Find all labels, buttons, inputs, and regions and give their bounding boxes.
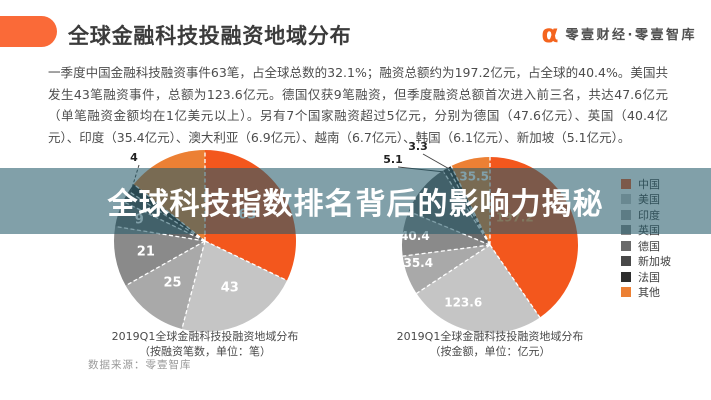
pie-slice-separator	[125, 240, 206, 287]
pie-0-slice-1	[181, 241, 287, 332]
page-title: 全球金融科技投融资地域分布	[68, 24, 352, 48]
brand-logo: α 零壹财经·零壹智库	[541, 21, 697, 46]
legend-label: 其他	[638, 286, 660, 300]
pie-label-leader-line	[422, 153, 452, 171]
01caijing-logo-icon: α	[541, 19, 559, 48]
pie-slice-separator	[489, 244, 541, 318]
source-note: 数据来源：零壹智库	[88, 359, 192, 371]
left-pie-caption-subtitle: （按融资笔数，单位：笔）	[139, 344, 271, 358]
pie-value-label: 123.6	[444, 295, 482, 309]
pie-slice-separator	[181, 240, 206, 330]
right-pie-caption-title: 2019Q1全球金融科技投融资地域分布	[396, 330, 584, 343]
headline-overlay-band: 全球科技指数排名背后的影响力揭秘	[0, 168, 711, 234]
legend-label: 新加坡	[638, 255, 671, 269]
pie-0-slice-3	[114, 226, 205, 286]
pie-value-label: 35.4	[403, 256, 433, 270]
right-pie-caption-subtitle: （按金额，单位：亿元）	[429, 344, 551, 358]
pie-0-slice-2	[125, 241, 205, 330]
brand-logo-text: 零壹财经·零壹智库	[565, 28, 697, 43]
pie-value-label: 25	[163, 276, 181, 291]
pie-outside-label: 4	[130, 151, 138, 164]
legend-item: 德国	[621, 238, 671, 254]
left-pie-caption-title: 2019Q1全球金融科技投融资地域分布	[111, 330, 299, 343]
pie-outside-label: 5.1	[383, 153, 403, 166]
pie-1-slice-2	[402, 245, 490, 294]
title-accent-pill	[0, 16, 57, 47]
legend-swatch	[621, 287, 631, 298]
legend-label: 法国	[638, 270, 660, 284]
legend-item: 其他	[621, 285, 671, 301]
legend-item: 新加坡	[621, 254, 671, 270]
left-pie-caption: 2019Q1全球金融科技投融资地域分布 （按融资笔数，单位：笔）	[60, 330, 350, 359]
headline-overlay-text: 全球科技指数排名背后的影响力揭秘	[107, 187, 604, 222]
summary-paragraph: 一季度中国金融科技融资事件63笔，占全球总数的32.1%；融资总额约为197.2…	[48, 65, 668, 145]
legend-swatch	[621, 256, 631, 267]
pie-value-label: 21	[137, 244, 155, 259]
pie-slice-separator	[204, 240, 288, 282]
pie-slice-separator	[416, 244, 491, 294]
legend-item: 法国	[621, 269, 671, 285]
legend-swatch	[621, 271, 631, 282]
legend-label: 德国	[638, 239, 660, 253]
legend-swatch	[621, 240, 631, 251]
right-pie-caption: 2019Q1全球金融科技投融资地域分布 （按金额，单位：亿元）	[345, 330, 635, 359]
pie-slice-separator	[402, 244, 491, 257]
pie-outside-label: 3.3	[408, 140, 428, 153]
pie-1-slice-1	[416, 245, 540, 334]
pie-value-label: 43	[221, 281, 239, 296]
